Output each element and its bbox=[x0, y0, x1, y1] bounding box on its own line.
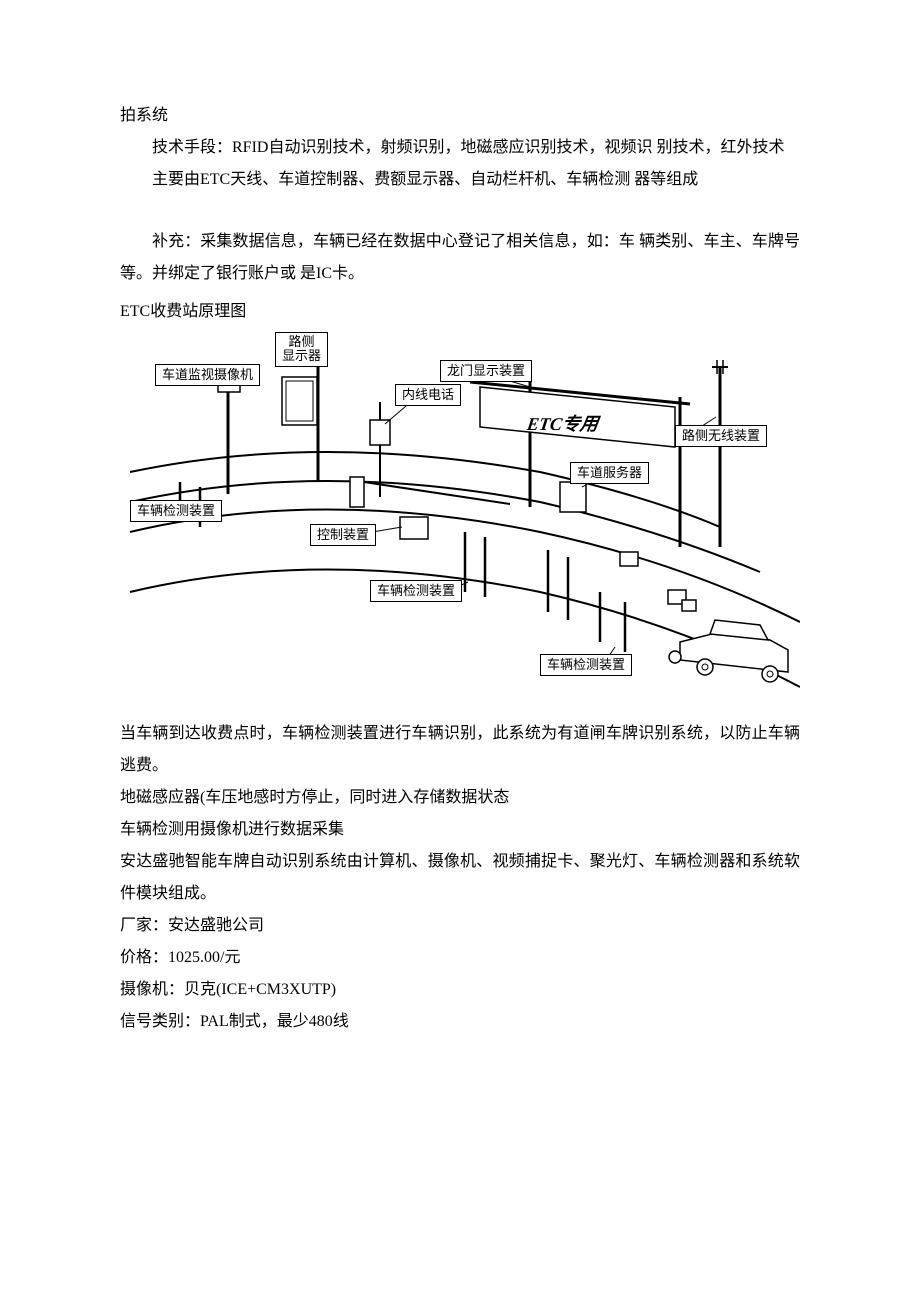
spacer bbox=[120, 196, 800, 226]
body-text: 拍系统 bbox=[120, 100, 800, 132]
label-lane-server: 车道服务器 bbox=[570, 462, 649, 484]
car-icon bbox=[669, 620, 788, 682]
label-internal-phone: 内线电话 bbox=[395, 384, 461, 406]
label-roadside-display: 路侧 显示器 bbox=[275, 332, 328, 367]
label-vehicle-detect-3: 车辆检测装置 bbox=[540, 654, 632, 676]
label-vehicle-detect-1: 车辆检测装置 bbox=[130, 500, 222, 522]
body-text: 车辆检测用摄像机进行数据采集 bbox=[120, 814, 800, 846]
label-vehicle-detect-2: 车辆检测装置 bbox=[370, 580, 462, 602]
body-text: 主要由ETC天线、车道控制器、费额显示器、自动栏杆机、车辆检测 器等组成 bbox=[120, 164, 800, 196]
body-text: 当车辆到达收费点时，车辆检测装置进行车辆识别，此系统为有道闸车牌识别系统，以防止… bbox=[120, 718, 800, 782]
label-lane-camera: 车道监视摄像机 bbox=[155, 364, 260, 386]
body-text: 摄像机：贝克(ICE+CM3XUTP) bbox=[120, 974, 800, 1006]
body-text: 技术手段：RFID自动识别技术，射频识别，地磁感应识别技术，视频识 别技术，红外… bbox=[120, 132, 800, 164]
body-text: 厂家：安达盛驰公司 bbox=[120, 910, 800, 942]
body-text: 信号类别：PAL制式，最少480线 bbox=[120, 1006, 800, 1038]
body-text: 价格：1025.00/元 bbox=[120, 942, 800, 974]
body-text: 安达盛驰智能车牌自动识别系统由计算机、摄像机、视频捕捉卡、聚光灯、车辆检测器和系… bbox=[120, 846, 800, 910]
label-roadside-wireless: 路侧无线装置 bbox=[675, 425, 767, 447]
label-control-device: 控制装置 bbox=[310, 524, 376, 546]
body-text: 补充：采集数据信息，车辆已经在数据中心登记了相关信息，如：车 辆类别、车主、车牌… bbox=[120, 226, 800, 290]
label-gantry-display: 龙门显示装置 bbox=[440, 360, 532, 382]
figure-title: ETC收费站原理图 bbox=[120, 296, 800, 328]
body-text: 地磁感应器(车压地感时方停止，同时进入存储数据状态 bbox=[120, 782, 800, 814]
etc-sign-text: ETC专用 bbox=[525, 414, 602, 434]
etc-diagram: ETC专用 bbox=[120, 332, 800, 702]
